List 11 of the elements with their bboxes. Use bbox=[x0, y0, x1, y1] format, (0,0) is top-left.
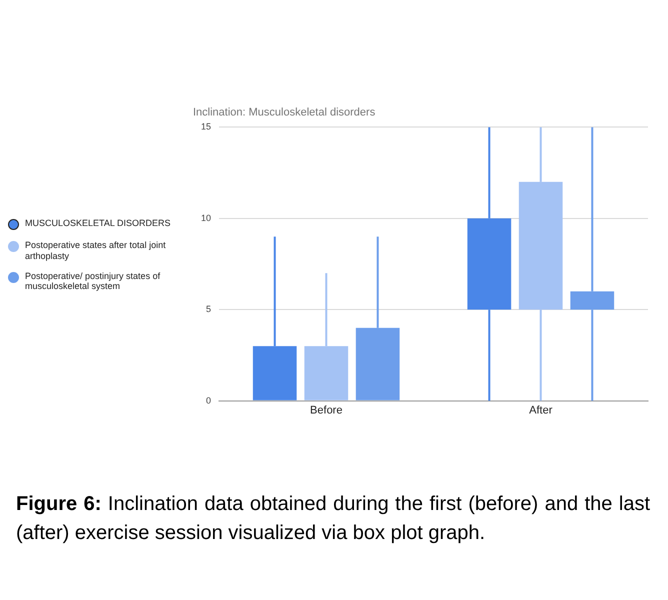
y-tick-label: 5 bbox=[206, 304, 212, 314]
x-tick-label: Before bbox=[310, 404, 342, 416]
y-tick-label: 15 bbox=[200, 122, 212, 132]
legend-label: Postoperative states after total joint arthoplasty bbox=[25, 240, 167, 261]
chart-title: Inclination: Musculoskeletal disorders bbox=[193, 106, 376, 119]
y-tick-label: 10 bbox=[200, 212, 212, 223]
legend-label: MUSCULOSKELETAL DISORDERS bbox=[25, 218, 171, 229]
legend-label: Postoperative/ postinjury states of musculoskeletal system bbox=[25, 271, 162, 292]
x-tick-label: After bbox=[529, 404, 553, 416]
caption: Figure 6: Inclination data obtained during the first (before) and the last (after) exercise session visualized via box plot graph. bbox=[16, 493, 650, 544]
y-tick-label: 0 bbox=[206, 395, 212, 406]
